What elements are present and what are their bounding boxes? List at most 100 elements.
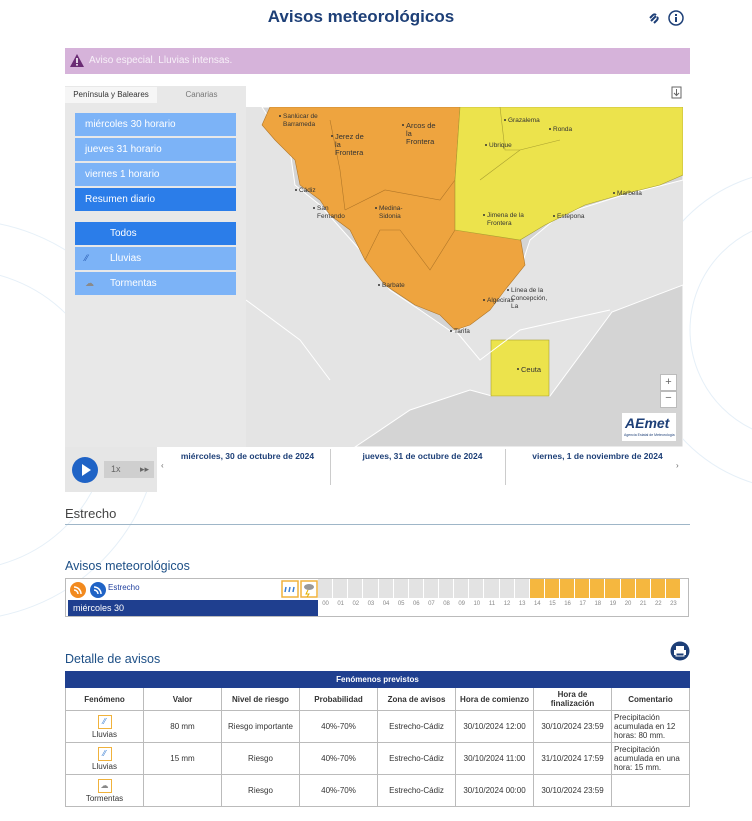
- menu-button[interactable]: Resumen diario: [75, 188, 236, 211]
- table-cell: 80 mm: [143, 710, 222, 743]
- filter-button[interactable]: Todos: [75, 222, 236, 245]
- hour-label: 02: [352, 601, 360, 607]
- hourly-zone: Estrecho: [108, 583, 140, 592]
- timeline-date[interactable]: viernes, 1 de noviembre de 2024: [532, 451, 663, 461]
- hour-label: 03: [367, 601, 375, 607]
- zoom-out[interactable]: −: [660, 391, 677, 408]
- cell-text: Riesgo: [248, 754, 273, 763]
- hour-cell: [560, 579, 576, 598]
- hour-cell: [318, 579, 334, 598]
- cell-text: 40%-70%: [321, 786, 356, 795]
- place-label: Barbate: [382, 282, 405, 289]
- place-label: Jimena de la Frontera: [487, 212, 524, 227]
- next-arrow[interactable]: ›: [676, 461, 679, 470]
- zone-name: Estrecho: [65, 506, 117, 521]
- cell-text: Estrecho-Cádiz: [389, 722, 444, 731]
- timeline-date[interactable]: jueves, 31 de octubre de 2024: [362, 451, 483, 461]
- place-label: Medina-Sidonia: [379, 205, 403, 220]
- place-dot: [295, 189, 297, 191]
- hour-label: 20: [624, 601, 632, 607]
- table-cell: Riesgo: [221, 774, 300, 807]
- cell-text: 80 mm: [170, 722, 195, 731]
- filter-button[interactable]: Lluvias ⁄⁄: [75, 247, 236, 270]
- cell-text: Riesgo importante: [228, 722, 293, 731]
- place-dot: [313, 207, 315, 209]
- column-header: Probabilidad: [299, 687, 378, 711]
- table-cell: Riesgo: [221, 742, 300, 775]
- table-cell: 30/10/2024 11:00: [455, 742, 534, 775]
- hour-label: 05: [397, 601, 405, 607]
- phenomenon-icon: ☁: [97, 778, 112, 793]
- hour-cell: [514, 579, 530, 598]
- logo-subtitle: Agencia Estatal de Meteorología: [624, 433, 675, 437]
- print-button[interactable]: [670, 641, 690, 661]
- table-cell: 30/10/2024 12:00: [455, 710, 534, 743]
- hour-label: 23: [670, 601, 677, 607]
- cell-text: 31/10/2024 17:59: [541, 754, 604, 763]
- cell-text: Lluvias: [92, 761, 117, 771]
- place-dot: [517, 368, 519, 370]
- table-cell: Estrecho-Cádiz: [377, 710, 456, 743]
- hour-label: 00: [322, 601, 329, 607]
- header-icons[interactable]: [648, 9, 686, 27]
- table-cell: Estrecho-Cádiz: [377, 742, 456, 775]
- hour-label: 04: [382, 601, 390, 607]
- menu-button[interactable]: viernes 1 horario: [75, 163, 236, 186]
- menu-button[interactable]: jueves 31 horario: [75, 138, 236, 161]
- warnings-table: Fenómenos previstos Fenómeno Valor Nivel de…: [65, 671, 690, 807]
- place-label: Estepona: [557, 213, 585, 220]
- hour-cell: [575, 579, 591, 598]
- hour-cell: [378, 579, 394, 598]
- filter-button[interactable]: Tormentas ☁: [75, 272, 236, 295]
- play-button[interactable]: [71, 456, 99, 484]
- hour-label: 22: [654, 601, 662, 607]
- cell-text: Riesgo: [248, 786, 273, 795]
- cell-text: 40%-70%: [321, 754, 356, 763]
- hourly-box: Estrecho miércoles 30 00 01 02 03 04 05 06 07 08…: [65, 578, 689, 617]
- timeline: 1x ▸▸ ‹ › miércoles, 30 de octubre de 202…: [65, 447, 683, 492]
- hour-label: 15: [549, 601, 556, 607]
- place-label: Arcos de la Frontera: [406, 121, 436, 146]
- place-label: Tarifa: [454, 328, 470, 335]
- table-cell: 15 mm: [143, 742, 222, 775]
- table-cell: [143, 774, 222, 807]
- cell-text: Lluvias: [92, 729, 117, 739]
- table-cell: 31/10/2024 17:59: [533, 742, 612, 775]
- alert-bar: Aviso especial. Lluvias intensas.: [65, 48, 690, 74]
- table-cell: ☁ Tormentas: [65, 774, 144, 807]
- table-cell: ⁄⁄ Lluvias: [65, 710, 144, 743]
- tab[interactable]: Península y Baleares: [65, 87, 157, 103]
- place-label: Sanlúcar de Barrameda: [283, 113, 318, 128]
- hour-label: 10: [473, 601, 481, 607]
- hour-cell: [484, 579, 500, 598]
- speed-control[interactable]: 1x ▸▸: [104, 461, 154, 478]
- download-icon[interactable]: [671, 86, 683, 100]
- map[interactable]: + − AEmet Agencia Estatal de Meteorologí…: [246, 107, 683, 447]
- table-cell: 40%-70%: [299, 742, 378, 775]
- zoom-in[interactable]: +: [660, 374, 677, 391]
- speed: 1x: [111, 464, 121, 474]
- column-header: Hora de comienzo: [455, 687, 534, 711]
- alert-icon: [70, 54, 84, 67]
- table-cell: 40%-70%: [299, 774, 378, 807]
- tab[interactable]: Canarias: [185, 90, 218, 99]
- column-header: Nivel de riesgo: [221, 687, 300, 711]
- prev-arrow[interactable]: ‹: [161, 461, 164, 470]
- hour-label: 21: [639, 601, 647, 607]
- header-row: Fenómeno Valor Nivel de riesgo Probabilidad…: [65, 687, 690, 711]
- cell-text: Precipitación acumulada en una hora: 15 …: [614, 745, 680, 772]
- hour-label: 01: [337, 601, 345, 607]
- place-label: Ubrique: [489, 142, 512, 149]
- place-label: Cádiz: [299, 187, 316, 194]
- separator: [505, 449, 506, 485]
- hour-label: 11: [488, 601, 496, 607]
- cell-text: 30/10/2024 23:59: [541, 722, 604, 731]
- place-label: Marbella: [617, 190, 642, 197]
- hour-cell: [529, 579, 545, 598]
- timeline-date[interactable]: miércoles, 30 de octubre de 2024: [180, 451, 315, 461]
- menu-button[interactable]: miércoles 30 horario: [75, 113, 236, 136]
- place-dot: [402, 124, 404, 126]
- rss-icons[interactable]: [70, 582, 110, 599]
- table-cell: 40%-70%: [299, 710, 378, 743]
- place-dot: [483, 299, 485, 301]
